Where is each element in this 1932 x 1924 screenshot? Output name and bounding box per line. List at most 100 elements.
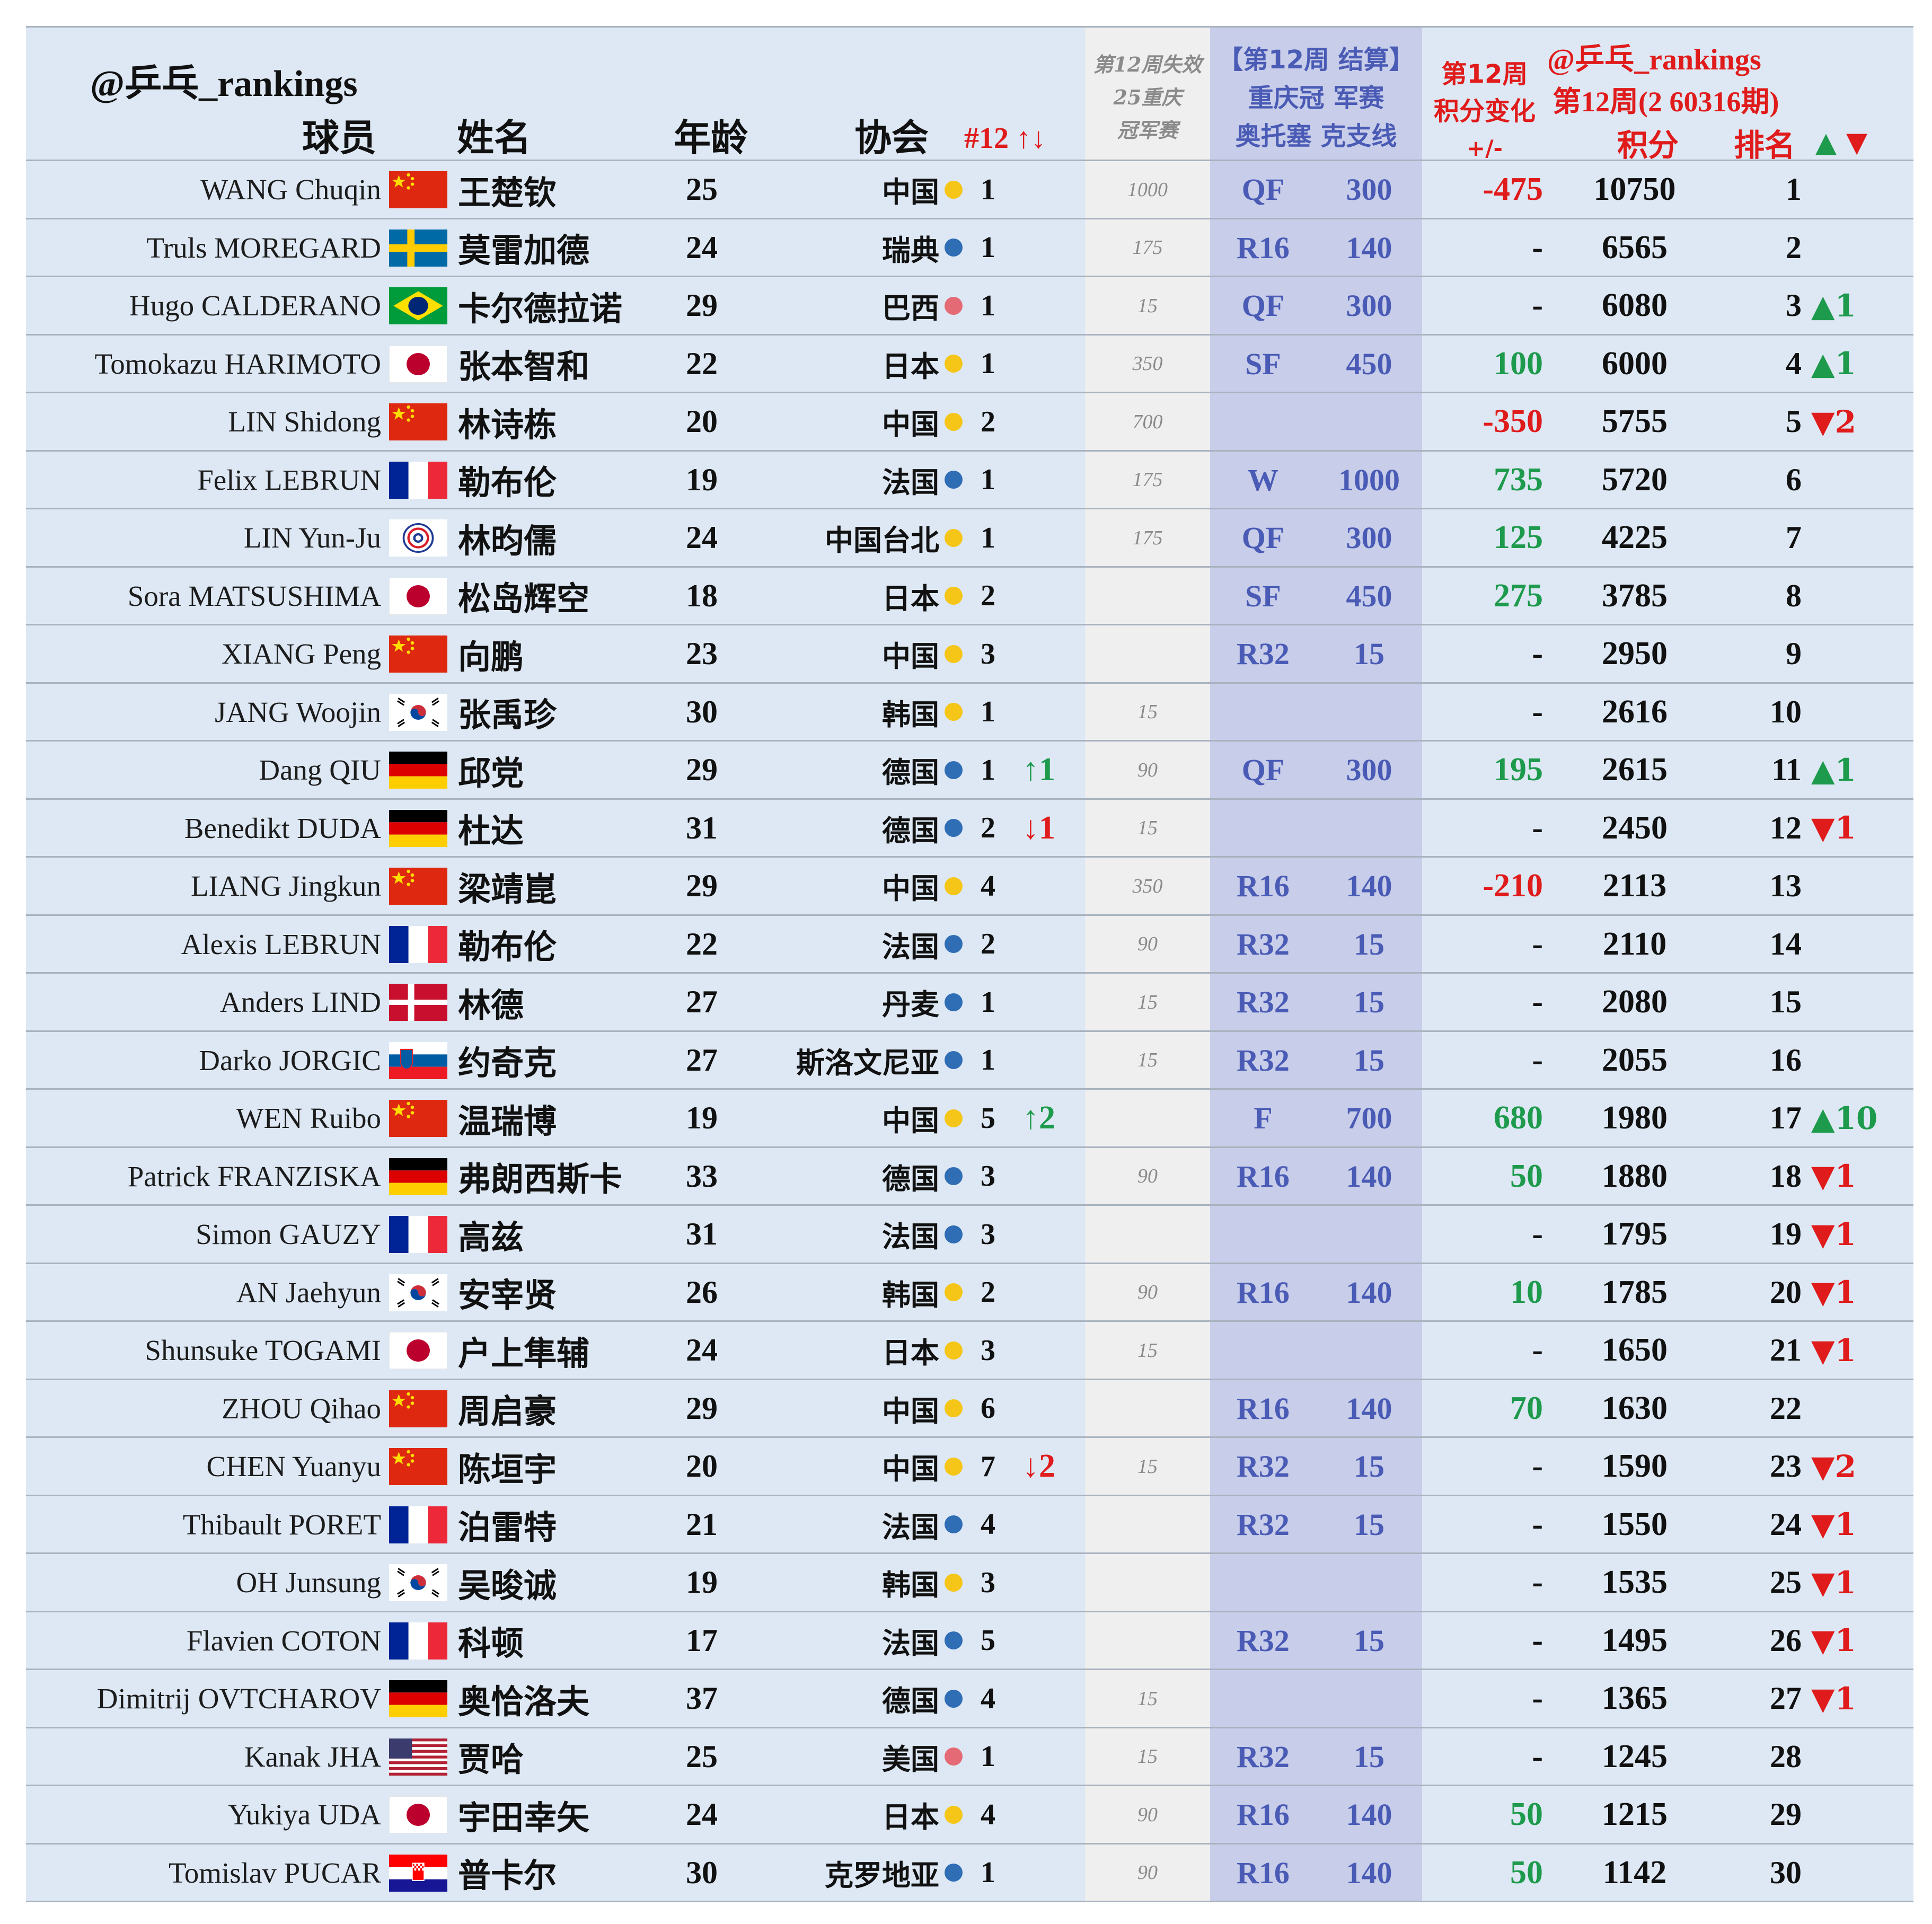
association-rank: 1 xyxy=(981,521,995,554)
lost-points: 15 xyxy=(1137,701,1158,723)
player-name-en: Tomislav PUCAR xyxy=(168,1856,381,1889)
association: 日本 xyxy=(882,567,963,625)
col-move-up: ▲ xyxy=(1815,127,1837,158)
association-name: 巴西 xyxy=(882,292,939,325)
association: 日本 xyxy=(882,1786,963,1844)
ranking-points: 2950 xyxy=(1602,636,1668,672)
rank-movement: ▼1 xyxy=(1811,1332,1856,1369)
world-rank: 16 xyxy=(1770,1042,1802,1078)
association-rank: 6 xyxy=(981,1392,995,1425)
association-name: 日本 xyxy=(882,1801,939,1834)
ranking-points: 1365 xyxy=(1602,1680,1668,1717)
association-rank-change xyxy=(1022,1844,1075,1902)
world-rank: 26 xyxy=(1770,1622,1802,1658)
player-name-en: OH Junsung xyxy=(236,1566,382,1599)
lost-points: 175 xyxy=(1132,236,1163,259)
association-dot xyxy=(945,471,963,489)
association: 中国 xyxy=(882,1380,963,1438)
rank-movement xyxy=(1811,1844,1907,1902)
world-rank: 9 xyxy=(1786,636,1802,672)
association: 巴西 xyxy=(882,277,963,335)
association-rank-change xyxy=(1022,161,1075,219)
association-name: 法国 xyxy=(882,1626,939,1660)
row-divider xyxy=(26,1669,1913,1670)
event-round: R16 xyxy=(1237,230,1290,265)
event-round xyxy=(1210,1554,1316,1612)
points-change: 275 xyxy=(1494,577,1543,614)
row-divider xyxy=(26,1088,1913,1090)
association-rank: 1 xyxy=(981,173,995,206)
world-rank: 19 xyxy=(1770,1216,1802,1252)
rank-movement xyxy=(1811,625,1907,683)
association-rank: 4 xyxy=(981,869,995,903)
player-name-en: WANG Chuqin xyxy=(200,173,381,206)
association: 中国 xyxy=(882,857,963,915)
world-rank: 5 xyxy=(1786,404,1802,439)
change-title: 第12周 积分变化 +/- xyxy=(1422,56,1547,167)
ranking-points: 1550 xyxy=(1602,1506,1668,1542)
association: 瑞典 xyxy=(882,219,963,277)
points-change: - xyxy=(1532,229,1543,266)
world-rank: 25 xyxy=(1770,1565,1802,1600)
result-column-bg xyxy=(1210,26,1422,1902)
event-points: 300 xyxy=(1346,288,1392,323)
association: 中国 xyxy=(882,1089,963,1148)
points-change: 680 xyxy=(1494,1100,1543,1136)
points-change: - xyxy=(1532,636,1543,672)
denmark-flag xyxy=(389,984,447,1021)
player-name-cn: 邱党 xyxy=(458,753,524,792)
association: 中国 xyxy=(882,1437,963,1496)
world-rank: 30 xyxy=(1770,1855,1802,1890)
association-name: 丹麦 xyxy=(882,988,939,1022)
player-name-en: Felix LEBRUN xyxy=(197,463,381,496)
ranking-points: 5755 xyxy=(1602,403,1668,440)
world-rank: 23 xyxy=(1770,1449,1802,1484)
rank-movement: ▼1 xyxy=(1811,1680,1856,1717)
lost-points: 15 xyxy=(1137,294,1158,317)
association-dot xyxy=(945,993,963,1011)
points-change: -475 xyxy=(1483,171,1543,208)
association: 中国 xyxy=(882,393,963,451)
association-rank: 1 xyxy=(981,347,995,381)
event-round: SF xyxy=(1245,346,1281,381)
lost-points xyxy=(1085,625,1210,683)
event-points: 140 xyxy=(1346,1391,1392,1426)
world-rank: 7 xyxy=(1786,520,1802,555)
association-dot xyxy=(945,1805,963,1824)
points-period: 第12周(2 60316期) xyxy=(1552,86,1779,118)
event-points: 15 xyxy=(1354,1739,1384,1774)
rank-movement xyxy=(1811,1728,1907,1786)
association-rank-change xyxy=(1022,335,1075,393)
lost-points xyxy=(1085,1089,1210,1148)
association-rank-change: ↓1 xyxy=(1022,809,1055,846)
player-name-cn: 卡尔德拉诺 xyxy=(458,289,623,328)
event-round xyxy=(1210,1321,1316,1380)
player-age: 26 xyxy=(686,1274,718,1310)
row-divider xyxy=(26,1494,1913,1496)
row-divider xyxy=(26,566,1913,568)
player-age: 17 xyxy=(686,1622,718,1658)
player-age: 19 xyxy=(686,1565,718,1600)
player-name-en: Yukiya UDA xyxy=(228,1798,381,1831)
association-rank-change xyxy=(1022,683,1075,742)
association-name: 中国 xyxy=(882,1452,939,1486)
china-flag xyxy=(389,171,447,208)
association-dot xyxy=(945,1051,963,1070)
association: 法国 xyxy=(882,915,963,974)
points-change: - xyxy=(1532,1506,1543,1542)
association: 中国台北 xyxy=(825,509,963,567)
association-name: 法国 xyxy=(882,1220,939,1254)
event-round: QF xyxy=(1241,172,1285,207)
association-dot xyxy=(945,1225,963,1243)
association-rank-change xyxy=(1022,219,1075,277)
event-round: QF xyxy=(1241,520,1285,555)
association-rank-change: ↑1 xyxy=(1022,752,1055,788)
japan-flag xyxy=(389,1796,447,1833)
row-divider xyxy=(26,856,1913,858)
association: 韩国 xyxy=(882,1554,963,1612)
rank-movement xyxy=(1811,857,1907,915)
lost-points: 15 xyxy=(1137,1745,1158,1768)
rank-movement: ▼2 xyxy=(1811,1448,1856,1485)
association-dot xyxy=(945,819,963,837)
event-round: R32 xyxy=(1237,637,1290,672)
